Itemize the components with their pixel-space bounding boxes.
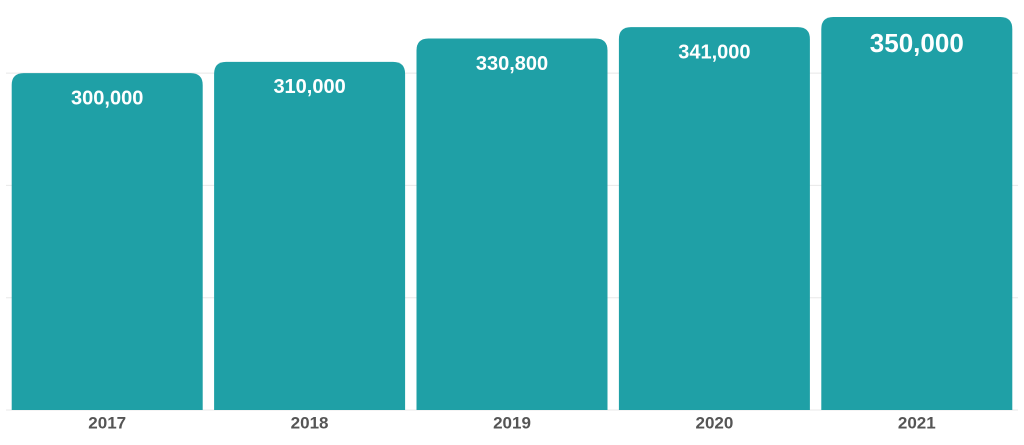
bar: [11, 73, 203, 411]
value-label: 350,000: [870, 28, 964, 58]
x-tick-label: 2019: [493, 413, 531, 432]
value-label: 310,000: [273, 76, 345, 98]
x-tick-label: 2020: [695, 413, 733, 432]
value-label: 300,000: [71, 87, 143, 109]
value-label: 330,800: [476, 53, 548, 75]
bar: [821, 17, 1013, 410]
value-label: 341,000: [678, 41, 750, 63]
x-tick-label: 2017: [88, 413, 126, 432]
x-tick-label: 2018: [291, 413, 329, 432]
bar: [214, 61, 406, 411]
bar: [416, 38, 608, 410]
x-tick-label: 2021: [898, 413, 936, 432]
bar: [618, 27, 810, 411]
